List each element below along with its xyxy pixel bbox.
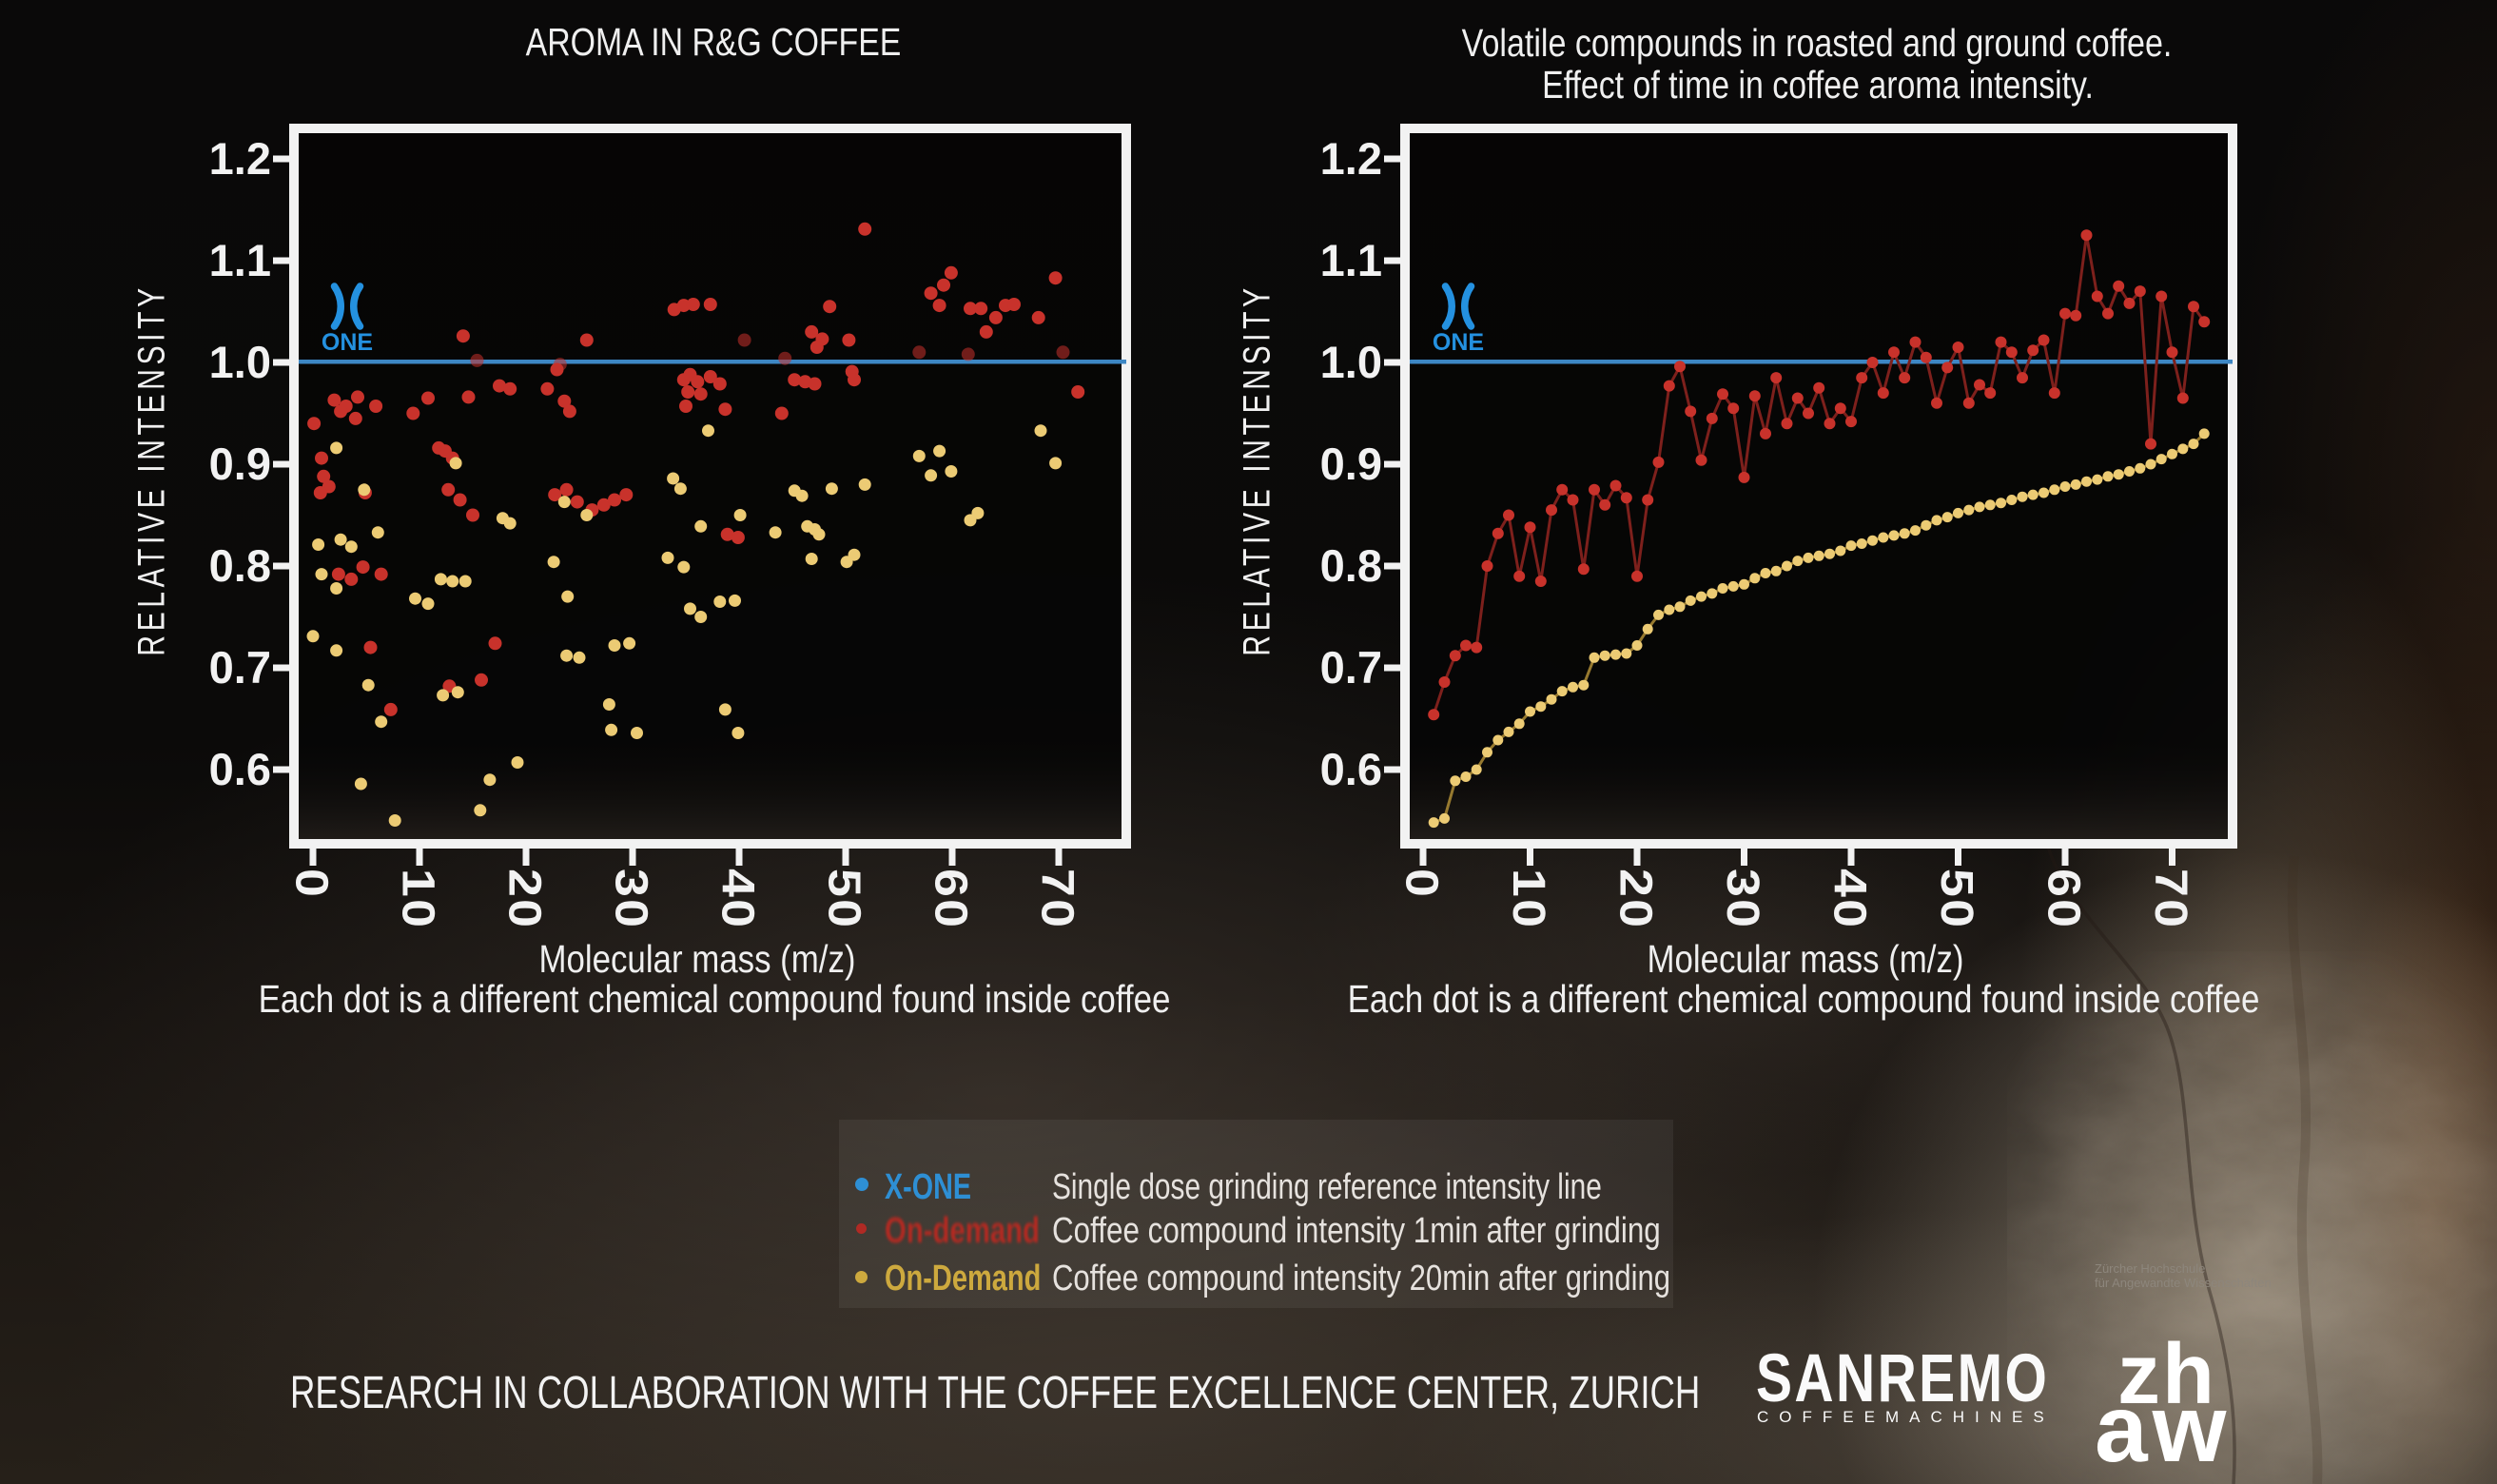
svg-text:40: 40 (712, 869, 764, 929)
svg-text:60: 60 (2039, 869, 2090, 929)
svg-text:1.0: 1.0 (209, 337, 271, 387)
svg-text:70: 70 (2146, 869, 2197, 929)
svg-text:40: 40 (1824, 869, 1876, 929)
svg-text:1.2: 1.2 (209, 133, 271, 184)
svg-text:0.9: 0.9 (209, 439, 271, 489)
svg-text:10: 10 (1504, 869, 1555, 929)
svg-text:70: 70 (1032, 869, 1083, 929)
svg-text:0: 0 (1396, 869, 1448, 899)
svg-text:0.7: 0.7 (209, 642, 271, 693)
svg-text:1.1: 1.1 (209, 235, 271, 285)
svg-text:ONE: ONE (322, 329, 373, 356)
svg-text:0.6: 0.6 (209, 744, 271, 794)
svg-text:0.8: 0.8 (1320, 540, 1382, 591)
svg-text:0: 0 (286, 869, 338, 899)
svg-text:1.2: 1.2 (1320, 133, 1382, 184)
svg-text:50: 50 (1932, 869, 1983, 929)
svg-text:30: 30 (606, 869, 657, 929)
svg-text:1.1: 1.1 (1320, 235, 1382, 285)
svg-text:0.7: 0.7 (1320, 642, 1382, 693)
svg-text:1.0: 1.0 (1320, 337, 1382, 387)
svg-text:10: 10 (393, 869, 444, 929)
svg-text:50: 50 (819, 869, 870, 929)
svg-text:ONE: ONE (1433, 329, 1484, 356)
svg-text:30: 30 (1718, 869, 1769, 929)
svg-text:0.9: 0.9 (1320, 439, 1382, 489)
svg-text:0.8: 0.8 (209, 540, 271, 591)
svg-text:20: 20 (1610, 869, 1662, 929)
svg-text:60: 60 (926, 869, 977, 929)
svg-text:20: 20 (499, 869, 551, 929)
svg-text:0.6: 0.6 (1320, 744, 1382, 794)
